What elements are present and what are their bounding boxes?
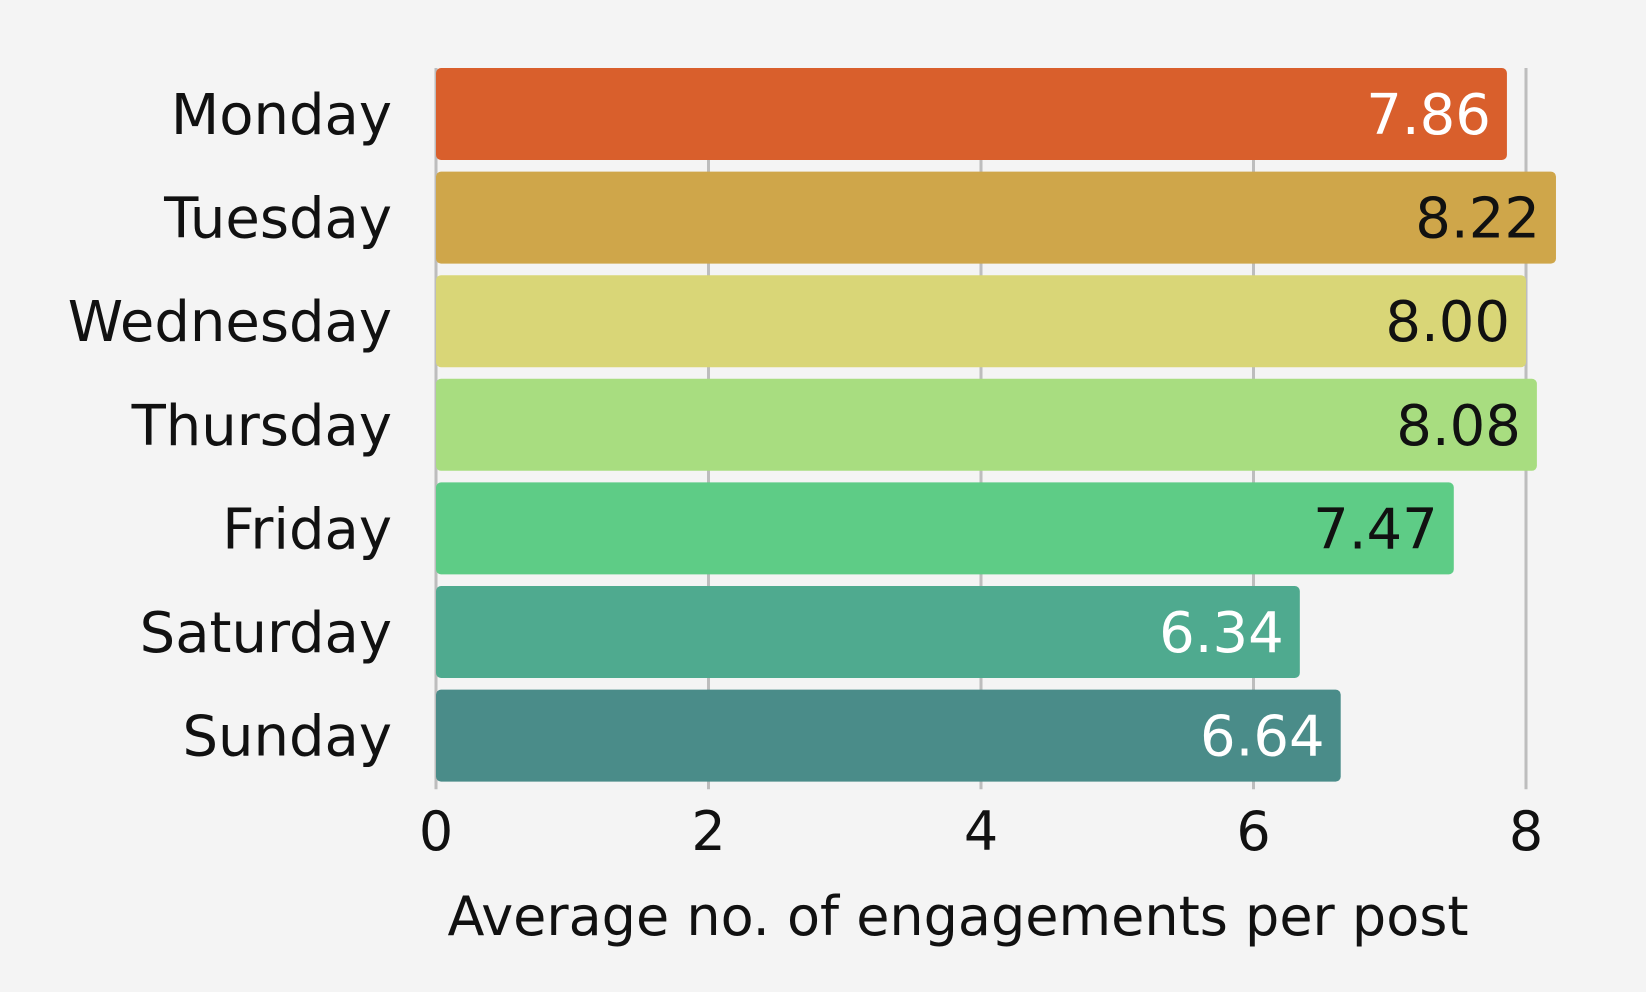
value-label-saturday: 6.34 [1159, 601, 1284, 666]
x-tick-label: 0 [419, 800, 453, 863]
bar-friday [436, 482, 1454, 575]
value-label-wednesday: 8.00 [1385, 290, 1510, 355]
bar-sunday [436, 689, 1341, 782]
category-label-friday: Friday [222, 497, 392, 562]
value-label-monday: 7.86 [1366, 83, 1491, 148]
x-tick-label: 8 [1509, 800, 1543, 863]
bars: 7.86 8.22 8.00 8.08 7.47 6.34 6.64 [436, 68, 1556, 782]
x-tick-label: 4 [964, 800, 998, 863]
x-tick-label: 6 [1236, 800, 1270, 863]
category-labels: Monday Tuesday Wednesday Thursday Friday Satu… [68, 83, 392, 770]
x-tick-label: 2 [691, 800, 725, 863]
value-label-tuesday: 8.22 [1415, 187, 1540, 252]
bar-tuesday [436, 171, 1556, 264]
bar-wednesday [436, 275, 1526, 368]
value-label-thursday: 8.08 [1396, 394, 1521, 459]
category-label-wednesday: Wednesday [68, 290, 392, 355]
category-label-sunday: Sunday [182, 705, 392, 770]
category-label-tuesday: Tuesday [163, 187, 392, 252]
category-label-monday: Monday [171, 83, 392, 148]
value-label-sunday: 6.64 [1200, 705, 1325, 770]
bar-thursday [436, 378, 1537, 471]
x-axis-label: Average no. of engagements per post [447, 885, 1468, 948]
category-label-saturday: Saturday [140, 601, 392, 666]
bar-saturday [436, 586, 1300, 678]
bar-monday [436, 68, 1507, 160]
category-label-thursday: Thursday [131, 394, 392, 459]
x-tick-labels: 0 2 4 6 8 [419, 800, 1543, 863]
value-label-friday: 7.47 [1313, 497, 1438, 562]
